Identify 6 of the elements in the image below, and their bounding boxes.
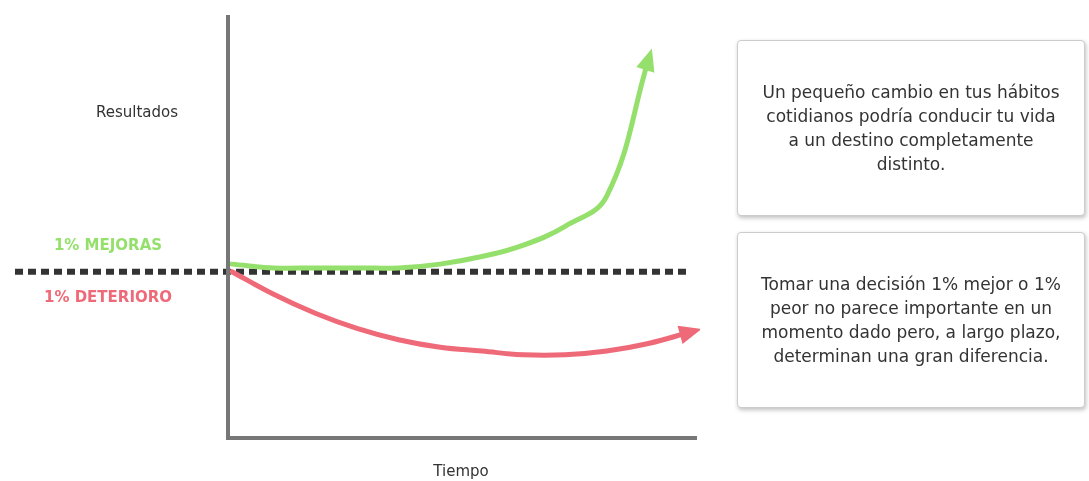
text: 1% DETERIORO xyxy=(43,287,173,306)
x-axis-title: Tiempo xyxy=(432,461,489,480)
text: 1% MEJORAS xyxy=(53,236,163,255)
y-axis-title: Resultados xyxy=(95,102,179,121)
text: Un pequeño cambio en tus hábitos cotidianos podría conducir tu vida a un destino completamente distinto. xyxy=(737,40,1085,216)
text: Tomar una decisión 1% mejor o 1% peor no parece importante en un momento dado pero, a largo plazo, determinan una gran diferencia. xyxy=(737,232,1085,408)
